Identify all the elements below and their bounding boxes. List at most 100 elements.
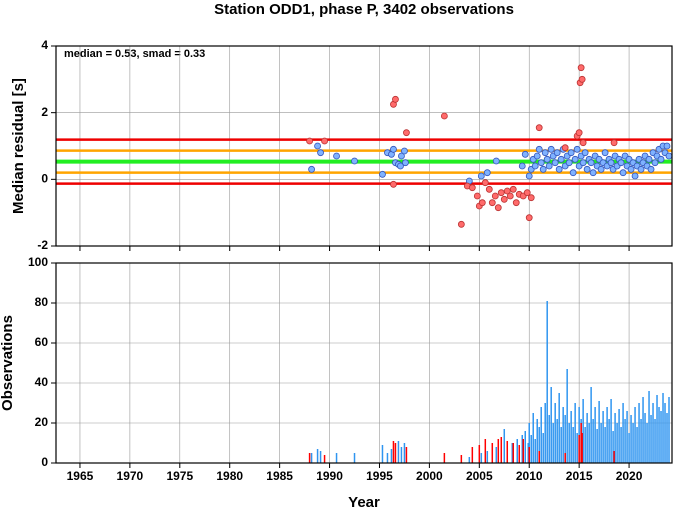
point	[607, 159, 615, 167]
point	[543, 155, 551, 163]
point	[573, 145, 581, 153]
point	[610, 139, 618, 147]
point	[579, 139, 587, 147]
point	[468, 184, 476, 192]
y-tick-label: -2	[37, 238, 48, 252]
point	[631, 172, 639, 180]
point	[551, 159, 559, 167]
x-tick-label: 1965	[67, 469, 94, 483]
x-tick-label: 1985	[266, 469, 293, 483]
y-tick-label: 20	[35, 415, 49, 429]
point	[539, 165, 547, 173]
point	[392, 95, 399, 103]
chart-title: Station ODD1, phase P, 3402 observations	[214, 1, 514, 18]
point	[403, 129, 410, 137]
frame	[55, 262, 673, 464]
point	[402, 159, 409, 167]
point	[477, 172, 485, 180]
point	[523, 189, 531, 197]
point	[485, 185, 493, 193]
x-tick-label: 2005	[466, 469, 493, 483]
point	[627, 165, 635, 173]
x-tick-label: 2015	[566, 469, 593, 483]
point	[553, 149, 561, 157]
frame	[55, 45, 673, 247]
point	[581, 149, 589, 157]
point	[531, 162, 539, 170]
x-tick-label: 1975	[166, 469, 193, 483]
point	[457, 220, 465, 228]
point	[351, 157, 358, 165]
x-tick-label: 1995	[366, 469, 393, 483]
point	[317, 149, 324, 157]
y-tick-label: 2	[41, 105, 48, 119]
point	[645, 155, 653, 163]
point	[518, 162, 526, 170]
point	[637, 165, 645, 173]
point	[506, 192, 514, 200]
point	[565, 159, 573, 167]
point	[537, 159, 545, 167]
point	[491, 192, 499, 200]
point	[321, 137, 328, 145]
point	[481, 179, 489, 187]
point	[571, 155, 579, 163]
y-tick-label: 40	[35, 375, 49, 389]
x-tick-label: 2010	[516, 469, 543, 483]
point	[379, 170, 386, 178]
point	[541, 149, 549, 157]
x-tick-label: 1980	[216, 469, 243, 483]
y-tick-label: 0	[41, 172, 48, 186]
point	[398, 152, 405, 160]
point	[492, 157, 500, 165]
point	[561, 144, 569, 152]
point	[651, 159, 659, 167]
y-tick-label: 80	[35, 295, 49, 309]
point	[488, 199, 496, 207]
point	[478, 199, 486, 207]
point	[306, 137, 313, 145]
point	[535, 145, 543, 153]
point	[500, 195, 508, 203]
point	[547, 145, 555, 153]
point	[647, 165, 655, 173]
point	[509, 185, 517, 193]
point	[473, 192, 481, 200]
point	[577, 64, 585, 72]
point	[589, 169, 597, 177]
point	[578, 75, 586, 83]
point	[597, 165, 605, 173]
point	[521, 150, 529, 158]
x-tick-label: 1990	[316, 469, 343, 483]
point	[525, 172, 533, 180]
point	[390, 145, 397, 153]
point	[401, 147, 408, 155]
point	[557, 155, 565, 163]
point	[545, 162, 553, 170]
point	[527, 194, 535, 202]
x-tick-label: 2020	[616, 469, 643, 483]
annotation: median = 0.53, smad = 0.33	[64, 48, 205, 60]
point	[619, 169, 627, 177]
y-axis-label: Median residual [s]	[10, 78, 27, 214]
point	[617, 159, 625, 167]
x-tick-label: 2000	[416, 469, 443, 483]
point	[535, 124, 543, 132]
point	[601, 149, 609, 157]
y-tick-label: 100	[28, 255, 48, 269]
point	[587, 159, 595, 167]
point	[494, 204, 502, 212]
point	[512, 199, 520, 207]
point	[657, 155, 665, 163]
point	[440, 112, 448, 120]
point	[575, 129, 583, 137]
point	[483, 169, 491, 177]
point	[579, 159, 587, 167]
point	[665, 152, 673, 160]
point	[533, 152, 541, 160]
point	[308, 165, 315, 173]
y-tick-label: 0	[41, 455, 48, 469]
x-axis-label: Year	[348, 494, 380, 511]
point	[390, 180, 397, 188]
